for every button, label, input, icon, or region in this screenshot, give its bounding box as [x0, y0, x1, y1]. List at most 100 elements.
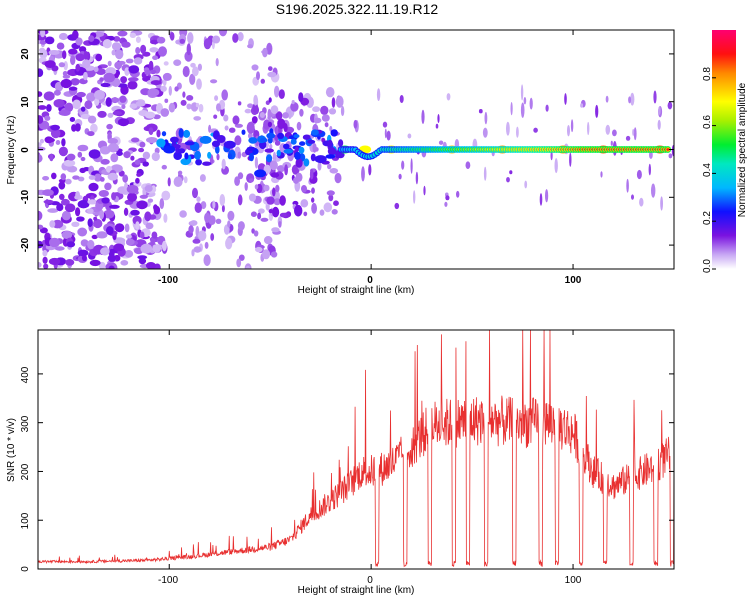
colorbar-tick-label-3: 0.6	[702, 115, 713, 129]
heatmap-cell	[253, 230, 259, 237]
heatmap-cell	[283, 123, 288, 133]
heatmap-cell	[580, 103, 584, 108]
heatmap-cell	[114, 61, 123, 69]
colorbar-tick-label-0: 0.0	[702, 259, 713, 273]
heatmap-cell	[482, 127, 488, 138]
heatmap-cell	[227, 220, 231, 228]
heatmap-cell	[65, 178, 72, 185]
snr-xtick-label-1: 0	[367, 575, 373, 586]
heatmap-cell	[94, 89, 105, 100]
heatmap-cell	[107, 112, 114, 118]
heatmap-cell	[183, 176, 188, 184]
heatmap-cell	[202, 161, 212, 166]
heatmap-cell	[307, 139, 316, 144]
heatmap-cell	[301, 185, 307, 193]
heatmap-cell	[628, 96, 632, 104]
heatmap-cell	[520, 84, 524, 101]
heatmap-cell	[277, 118, 286, 130]
heatmap-cell	[173, 176, 183, 187]
heatmap-cell	[113, 36, 121, 42]
heatmap-cell	[48, 257, 61, 266]
heatmap-cell	[45, 36, 55, 45]
heatmap-cell	[262, 47, 268, 58]
heatmap-cell	[326, 190, 335, 196]
heatmap-cell	[299, 141, 306, 146]
heatmap-ytick-label-4: 20	[20, 48, 31, 60]
heatmap-cell	[39, 138, 45, 144]
heatmap-cell	[51, 172, 57, 180]
heatmap-cell	[147, 198, 154, 203]
heatmap-cell	[303, 211, 308, 217]
heatmap-cell	[605, 124, 611, 135]
heatmap-cell	[250, 211, 257, 217]
heatmap-cell	[254, 246, 263, 253]
heatmap-cell	[285, 126, 295, 134]
heatmap-cell	[96, 231, 108, 239]
heatmap-cell	[38, 68, 44, 77]
heatmap-cell	[93, 218, 103, 229]
heatmap-cell	[42, 189, 54, 197]
heatmap-cell	[106, 123, 113, 130]
heatmap-cell	[529, 97, 533, 110]
heatmap-cell	[111, 192, 117, 201]
heatmap-cell	[671, 145, 674, 157]
heatmap-cell	[211, 140, 221, 148]
heatmap-cell	[139, 231, 145, 239]
heatmap-cell	[407, 133, 412, 139]
heatmap-cell	[117, 118, 130, 127]
heatmap-cell	[267, 121, 272, 128]
heatmap-cell	[81, 254, 87, 262]
heatmap-cell	[127, 77, 139, 82]
heatmap-cell	[146, 137, 158, 143]
heatmap-cell	[258, 208, 265, 214]
heatmap-cell	[200, 201, 207, 210]
heatmap-cell	[121, 41, 131, 48]
heatmap-cell	[224, 125, 229, 131]
heatmap-cell	[303, 158, 310, 167]
heatmap-cell	[123, 151, 131, 159]
heatmap-cell	[298, 92, 304, 102]
heatmap-cell	[78, 46, 87, 53]
heatmap-cell	[159, 198, 165, 210]
heatmap-cell	[331, 97, 336, 108]
heatmap-cell	[237, 194, 243, 206]
heatmap-cell	[545, 189, 549, 203]
heatmap-cell	[324, 122, 329, 128]
heatmap-cell	[237, 101, 242, 106]
heatmap-cell	[223, 114, 229, 122]
heatmap-cell	[193, 246, 202, 253]
heatmap-cell	[215, 145, 220, 154]
heatmap-cell	[50, 128, 61, 139]
heatmap-cell	[295, 158, 303, 168]
heatmap-cell	[87, 115, 97, 124]
heatmap-cell	[94, 97, 100, 106]
heatmap-cell	[179, 38, 186, 44]
heatmap-cell	[60, 78, 72, 89]
heatmap-cell	[152, 55, 159, 60]
heatmap-cell	[144, 211, 152, 222]
heatmap-cell	[249, 152, 254, 162]
heatmap-cell	[120, 76, 127, 84]
colorbar-gradient	[712, 30, 736, 269]
heatmap-cell	[198, 103, 204, 113]
heatmap-cell	[150, 237, 156, 245]
heatmap-cell	[84, 100, 93, 110]
heatmap-cell	[610, 140, 613, 146]
heatmap-cell	[241, 129, 246, 135]
heatmap-cell	[60, 173, 67, 181]
heatmap-cell	[296, 121, 302, 131]
heatmap-cell	[64, 102, 74, 113]
heatmap-cell	[660, 196, 663, 211]
heatmap-cell	[43, 91, 55, 101]
heatmap-cell	[134, 159, 141, 165]
heatmap-cell	[199, 174, 206, 182]
heatmap-cell	[105, 97, 112, 107]
heatmap-cell	[86, 92, 96, 102]
heatmap-cell	[149, 69, 157, 75]
heatmap-cell	[125, 58, 134, 64]
heatmap-cell	[668, 153, 673, 159]
heatmap-cell	[227, 153, 232, 160]
heatmap-cell	[329, 168, 339, 174]
heatmap-cell	[44, 115, 51, 121]
